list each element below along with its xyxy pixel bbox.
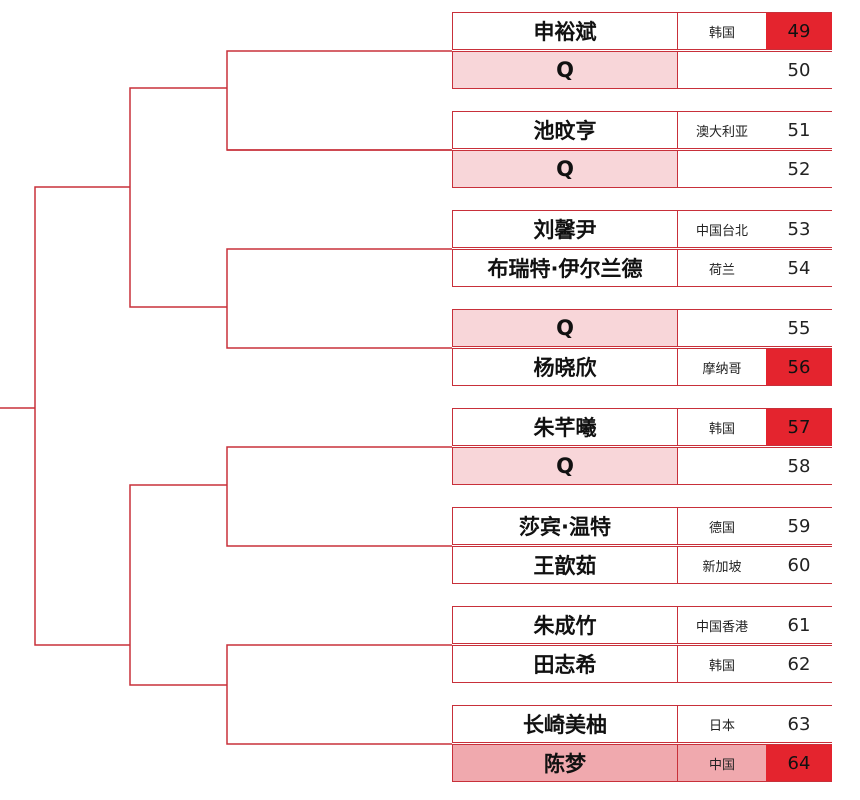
bracket-connector-53-54: [226, 248, 452, 349]
player-name: 陈梦: [452, 745, 678, 781]
player-country: 韩国: [708, 25, 735, 41]
draw-number: 51: [787, 119, 811, 141]
player-country: [678, 310, 766, 346]
draw-number: 59: [787, 515, 811, 537]
draw-entry-row: 朱芊曦 韩国 57: [452, 408, 832, 446]
draw-entry-row: 长崎美柚 日本 63: [452, 705, 832, 743]
player-country: 中国香港: [695, 619, 748, 635]
draw-number: 50: [787, 59, 811, 81]
seed-number-badge: 57: [766, 409, 832, 445]
draw-entry-row: 布瑞特·伊尔兰德 荷兰 54: [452, 249, 832, 287]
player-name: 杨晓欣: [452, 349, 678, 385]
bracket-connector-49-50: [226, 50, 452, 151]
seed-number-badge: 64: [766, 745, 832, 781]
player-name: 刘馨尹: [452, 211, 678, 247]
draw-entry-row: 莎宾·温特 德国 59: [452, 507, 832, 545]
draw-number: 58: [787, 455, 811, 477]
draw-number: 63: [787, 713, 811, 735]
player-name: 布瑞特·伊尔兰德: [452, 250, 678, 286]
draw-number: 60: [787, 554, 811, 576]
qualifier-slot: Q: [452, 151, 678, 187]
player-name: 莎宾·温特: [452, 508, 678, 544]
player-name: 长崎美柚: [452, 706, 678, 742]
player-name: 朱芊曦: [452, 409, 678, 445]
bracket-connector-r3: [34, 186, 130, 646]
draw-entry-row: 池旼亨 澳大利亚 51: [452, 111, 832, 149]
player-country: 中国: [678, 745, 766, 781]
draw-number: 52: [787, 158, 811, 180]
player-country: 日本: [708, 718, 735, 734]
player-name: 朱成竹: [452, 607, 678, 643]
player-country: 德国: [708, 520, 735, 536]
qualifier-slot: Q: [452, 52, 678, 88]
draw-entry-row: 田志希 韩国 62: [452, 645, 832, 683]
draw-number: 61: [787, 614, 811, 636]
draw-entry-row: 朱成竹 中国香港 61: [452, 606, 832, 644]
draw-entry-row: 王歆茹 新加坡 60: [452, 546, 832, 584]
player-name: 田志希: [452, 646, 678, 682]
bracket-connector-r2-b: [129, 484, 227, 686]
player-country: [678, 52, 766, 88]
player-country: 韩国: [708, 421, 735, 437]
seed-number-badge: 49: [766, 13, 832, 49]
draw-entry-row: Q 58: [452, 447, 832, 485]
draw-number: 55: [787, 317, 811, 339]
draw-entry-row: 杨晓欣 摩纳哥 56: [452, 348, 832, 386]
draw-entry-row: 刘馨尹 中国台北 53: [452, 210, 832, 248]
player-country: 摩纳哥: [702, 361, 742, 377]
player-name: 王歆茹: [452, 547, 678, 583]
player-country: 新加坡: [702, 559, 742, 575]
draw-entry-row: 陈梦 中国 64: [452, 744, 832, 782]
player-name: 池旼亨: [452, 112, 678, 148]
draw-entry-row: 申裕斌 韩国 49: [452, 12, 832, 50]
draw-entry-row: Q 55: [452, 309, 832, 347]
draw-number: 54: [787, 257, 811, 279]
player-country: [678, 448, 766, 484]
draw-entry-row: Q 50: [452, 51, 832, 89]
draw-number: 62: [787, 653, 811, 675]
seed-number-badge: 56: [766, 349, 832, 385]
player-country: 澳大利亚: [695, 124, 748, 140]
player-country: [678, 151, 766, 187]
player-country: 韩国: [708, 658, 735, 674]
player-name: 申裕斌: [452, 13, 678, 49]
qualifier-slot: Q: [452, 310, 678, 346]
bracket-connector-61-62: [226, 644, 452, 745]
player-country: 荷兰: [708, 262, 735, 278]
player-country: 中国台北: [695, 223, 748, 239]
draw-entry-row: Q 52: [452, 150, 832, 188]
qualifier-slot: Q: [452, 448, 678, 484]
bracket-connector-57-58: [226, 446, 452, 547]
draw-number: 53: [787, 218, 811, 240]
bracket-connector-r2-a: [129, 87, 227, 308]
